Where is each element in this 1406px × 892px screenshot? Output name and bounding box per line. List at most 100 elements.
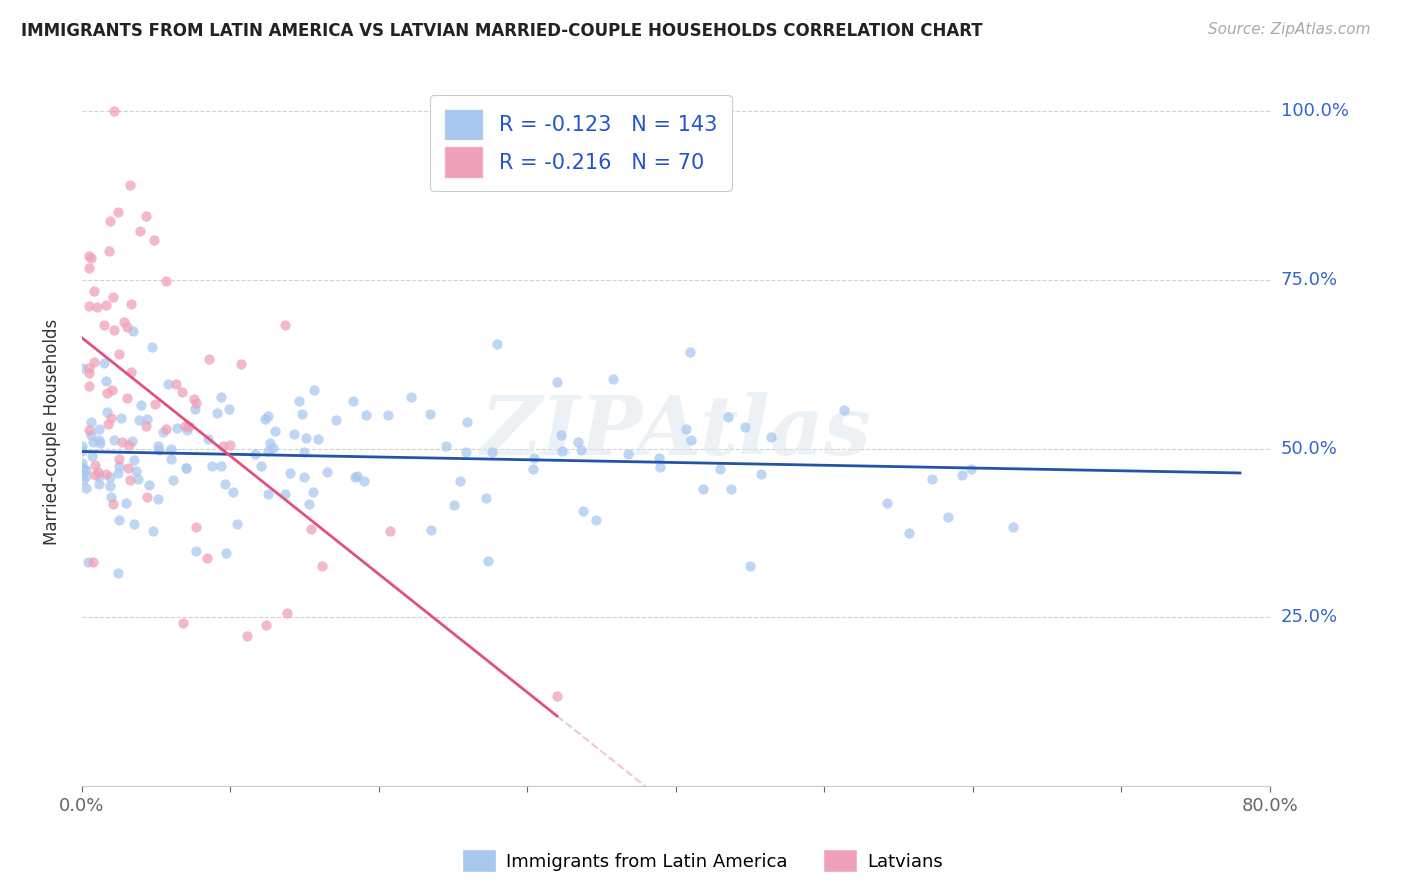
Point	[94, 467, 117, 481]
Point	[141, 524, 163, 538]
Point	[475, 491, 498, 506]
Point	[212, 439, 235, 453]
Point	[141, 339, 163, 353]
Point	[100, 490, 122, 504]
Point	[307, 432, 329, 446]
Point	[292, 470, 315, 484]
Point	[82, 555, 104, 569]
Point	[585, 513, 607, 527]
Point	[97, 244, 120, 258]
Point	[295, 431, 318, 445]
Point	[148, 442, 170, 457]
Point	[127, 473, 149, 487]
Point	[567, 434, 589, 449]
Point	[209, 391, 232, 405]
Point	[551, 444, 574, 458]
Point	[79, 299, 101, 313]
Point	[125, 464, 148, 478]
Point	[107, 566, 129, 580]
Point	[353, 475, 375, 489]
Point	[112, 315, 135, 329]
Point	[87, 422, 110, 436]
Point	[201, 459, 224, 474]
Y-axis label: Married-couple Households: Married-couple Households	[44, 318, 60, 545]
Point	[83, 354, 105, 368]
Point	[87, 477, 110, 491]
Point	[173, 418, 195, 433]
Point	[157, 377, 180, 392]
Point	[681, 433, 703, 447]
Point	[485, 336, 508, 351]
Point	[72, 461, 94, 475]
Point	[103, 323, 125, 337]
Point	[80, 251, 103, 265]
Point	[122, 516, 145, 531]
Point	[96, 404, 118, 418]
Point	[740, 559, 762, 574]
Point	[832, 403, 855, 417]
Point	[75, 482, 97, 496]
Point	[292, 445, 315, 459]
Point	[546, 689, 568, 703]
Point	[143, 233, 166, 247]
Point	[717, 409, 740, 424]
Point	[299, 522, 322, 536]
Point	[692, 482, 714, 496]
Point	[146, 491, 169, 506]
Point	[79, 366, 101, 380]
Point	[108, 513, 131, 527]
Point	[253, 412, 276, 426]
Point	[434, 439, 457, 453]
Point	[121, 434, 143, 449]
Point	[146, 439, 169, 453]
Point	[110, 410, 132, 425]
Point	[419, 407, 441, 421]
Point	[160, 451, 183, 466]
Point	[298, 497, 321, 511]
Point	[155, 274, 177, 288]
Point	[720, 483, 742, 497]
Point	[263, 424, 285, 438]
Point	[79, 379, 101, 393]
Point	[162, 473, 184, 487]
Point	[155, 422, 177, 436]
Text: 50.0%: 50.0%	[1281, 440, 1337, 458]
Point	[876, 495, 898, 509]
Point	[79, 415, 101, 429]
Point	[122, 452, 145, 467]
Point	[79, 428, 101, 442]
Point	[401, 390, 423, 404]
Point	[197, 351, 219, 366]
Point	[346, 468, 368, 483]
Point	[734, 419, 756, 434]
Point	[616, 447, 638, 461]
Point	[79, 423, 101, 437]
Point	[89, 436, 111, 450]
Point	[96, 298, 118, 312]
Point	[675, 422, 697, 436]
Point	[122, 324, 145, 338]
Point	[229, 357, 252, 371]
Point	[197, 432, 219, 446]
Point	[87, 465, 110, 479]
Point	[257, 487, 280, 501]
Point	[75, 463, 97, 477]
Point	[602, 372, 624, 386]
Point	[114, 496, 136, 510]
Point	[177, 418, 200, 433]
Point	[100, 411, 122, 425]
Text: 25.0%: 25.0%	[1281, 608, 1339, 626]
Point	[103, 104, 125, 119]
Point	[165, 377, 187, 392]
Point	[186, 520, 208, 534]
Legend: Immigrants from Latin America, Latvians: Immigrants from Latin America, Latvians	[456, 843, 950, 879]
Point	[72, 465, 94, 479]
Point	[115, 391, 138, 405]
Point	[274, 318, 297, 332]
Point	[236, 629, 259, 643]
Point	[120, 178, 142, 193]
Point	[143, 397, 166, 411]
Point	[283, 426, 305, 441]
Legend: R = -0.123   N = 143, R = -0.216   N = 70: R = -0.123 N = 143, R = -0.216 N = 70	[430, 95, 731, 192]
Point	[449, 475, 471, 489]
